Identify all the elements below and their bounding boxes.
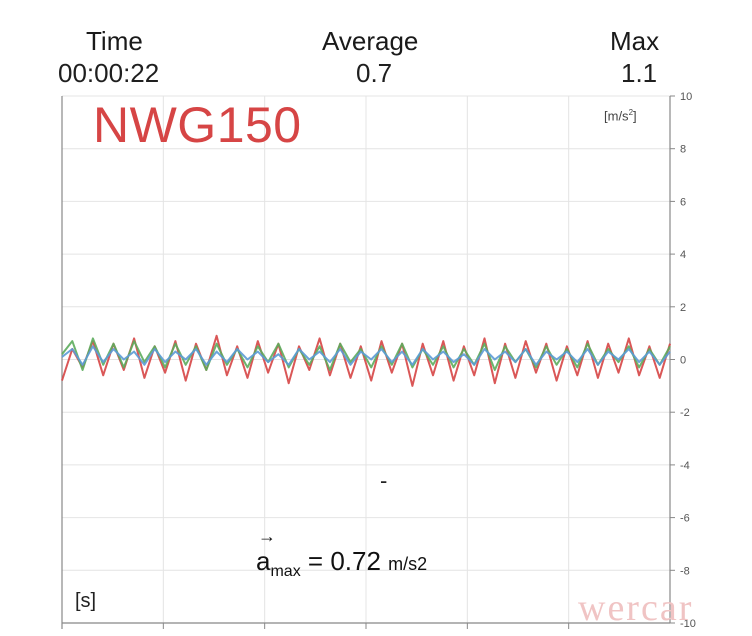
amax-value: = 0.72 (300, 546, 389, 576)
y-tick-label-2: 6 (680, 196, 686, 208)
max-value: 1.1 (621, 58, 658, 88)
acceleration-symbol: a (256, 546, 271, 576)
amax-subscript: max (270, 563, 301, 580)
amax-unit: m/s2 (388, 554, 428, 574)
y-tick-label-0: 10 (680, 91, 692, 103)
y-tick-label-7: -4 (680, 460, 690, 472)
x-unit-label: [s] (75, 590, 97, 612)
vector-arrow-icon: → (258, 526, 276, 546)
time-label: Time (86, 26, 143, 56)
average-value: 0.7 (356, 58, 393, 88)
time-value: 00:00:22 (58, 58, 160, 88)
y-tick-label-8: -6 (680, 513, 690, 525)
y-unit-exponent: 2 (628, 108, 634, 117)
y-unit-label: [m/s2] (604, 108, 637, 123)
series-line-blue (61, 345, 671, 366)
max-label: Max (610, 26, 660, 56)
average-label: Average (322, 26, 419, 56)
y-unit-text: [m/s (604, 108, 629, 124)
y-tick-label-5: 0 (680, 355, 686, 367)
y-tick-label-6: -2 (680, 407, 690, 419)
watermark: wercar (578, 587, 694, 629)
amax-readout: → amax = 0.72 m/s2 (256, 526, 428, 581)
dash-mark: - (380, 468, 388, 493)
y-unit-close: ] (633, 108, 637, 124)
acceleration-vector-symbol: → a (256, 526, 276, 577)
y-tick-label-3: 4 (680, 249, 686, 261)
y-tick-label-4: 2 (680, 302, 686, 314)
device-name: NWG150 (93, 97, 302, 153)
y-tick-label-10: -10 (680, 618, 696, 630)
chart-series (61, 334, 671, 387)
y-tick-label-9: -8 (680, 565, 690, 577)
y-tick-label-1: 8 (680, 144, 686, 156)
